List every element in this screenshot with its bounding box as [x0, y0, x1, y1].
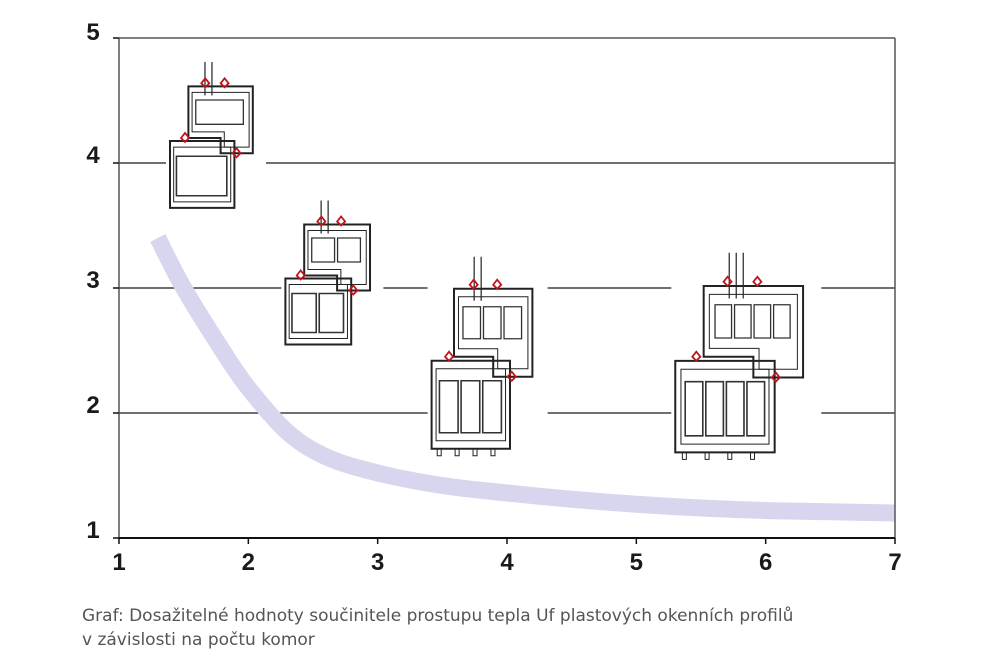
- window-profile-icon-small: [166, 62, 266, 214]
- y-tick-label: 4: [86, 142, 100, 169]
- window-profile-icon-xlarge: [671, 252, 822, 461]
- y-tick-label: 1: [86, 517, 99, 544]
- tick-labels: 1 2 3 4 5 6 7 1 2 3 4 5: [86, 19, 901, 576]
- y-tick-label: 5: [86, 19, 99, 46]
- y-tick-label: 3: [86, 267, 99, 294]
- x-tick-label: 2: [242, 549, 255, 576]
- uf-curve-line: [150, 234, 896, 522]
- x-tick-label: 1: [112, 549, 125, 576]
- caption-line-1: Graf: Dosažitelné hodnoty součinitele pr…: [82, 606, 794, 626]
- y-tick-label: 2: [86, 392, 99, 419]
- x-tick-label: 4: [500, 549, 514, 576]
- x-tick-label: 7: [888, 549, 901, 576]
- x-tick-label: 6: [759, 549, 772, 576]
- profile-illustrations: [166, 62, 822, 461]
- window-profile-icon-large: [427, 256, 548, 457]
- caption-line-2: v závislosti na počtu komor: [82, 630, 315, 650]
- x-tick-label: 3: [371, 549, 384, 576]
- chart-caption: Graf: Dosažitelné hodnoty součinitele pr…: [82, 604, 962, 652]
- x-tick-label: 5: [630, 549, 643, 576]
- window-profile-icon-medium: [281, 200, 384, 351]
- series-layer: [150, 234, 896, 522]
- chart: 1 2 3 4 5 6 7 1 2 3 4 5: [86, 19, 901, 576]
